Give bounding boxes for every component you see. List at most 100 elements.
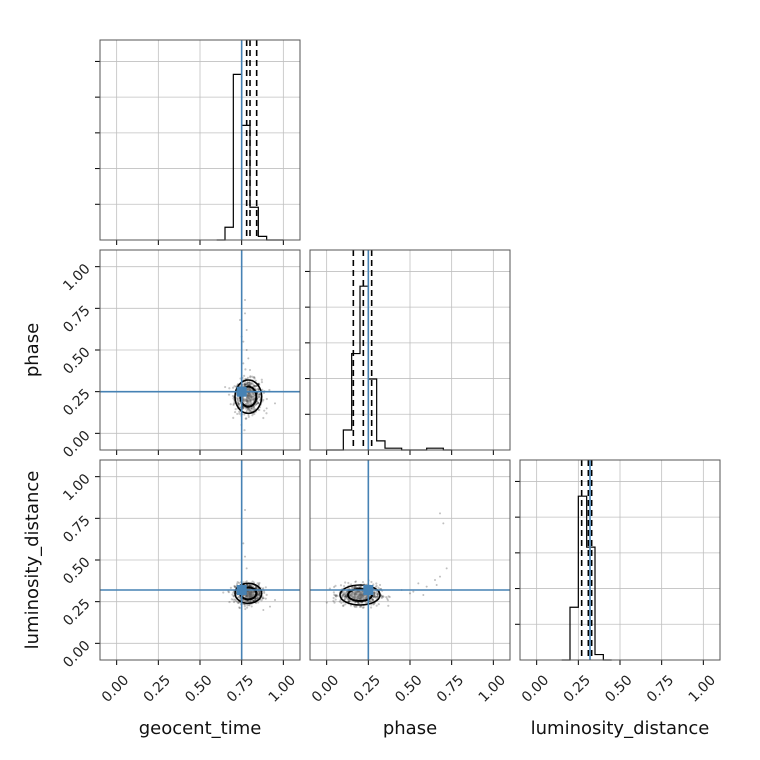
scatter-point <box>349 593 352 596</box>
scatter-point <box>245 595 248 598</box>
scatter-point <box>246 400 249 403</box>
scatter-point <box>361 595 364 598</box>
scatter-point <box>344 594 347 598</box>
scatter-point <box>248 396 251 399</box>
scatter-point <box>246 402 249 405</box>
scatter-point <box>246 394 249 397</box>
scatter-point <box>357 591 361 594</box>
scatter-point <box>377 603 380 606</box>
scatter-point <box>247 399 250 402</box>
scatter-point <box>250 406 253 409</box>
scatter-point <box>247 394 250 397</box>
truth-marker <box>236 585 247 595</box>
scatter-point <box>242 405 245 409</box>
scatter-point <box>263 409 266 412</box>
scatter-point <box>382 595 385 598</box>
scatter-point <box>231 593 234 596</box>
scatter-point <box>373 592 376 595</box>
scatter-point <box>248 381 251 385</box>
scatter-point <box>380 596 383 600</box>
scatter-point <box>355 591 358 594</box>
scatter-point <box>254 402 258 406</box>
scatter-point <box>375 584 378 588</box>
scatter-point <box>258 408 261 412</box>
scatter-point <box>252 590 255 594</box>
scatter-point <box>333 593 336 596</box>
scatter-point <box>422 594 425 596</box>
scatter-point <box>244 607 247 611</box>
scatter-point <box>359 596 362 599</box>
scatter-point <box>250 590 253 594</box>
scatter-point <box>247 595 250 598</box>
scatter-point <box>258 581 261 585</box>
scatter-point <box>360 596 363 600</box>
scatter-point <box>248 584 251 587</box>
scatter-point <box>248 393 251 396</box>
scatter-point <box>248 604 251 607</box>
scatter-point <box>256 393 260 396</box>
scatter-point <box>360 593 363 596</box>
scatter-point <box>354 597 357 600</box>
scatter-point <box>243 383 246 386</box>
scatter-point <box>248 592 251 595</box>
scatter-point <box>351 593 354 596</box>
scatter-point <box>244 383 247 387</box>
x-axis-label: phase <box>383 718 437 739</box>
scatter-point <box>363 596 366 599</box>
scatter-point <box>250 407 253 411</box>
scatter-point <box>375 592 379 595</box>
scatter-point <box>347 600 351 603</box>
scatter-point <box>360 595 363 598</box>
scatter-point <box>245 417 248 420</box>
scatter-point <box>247 398 250 401</box>
scatter-point <box>248 392 252 395</box>
scatter-point <box>268 388 271 392</box>
scatter-point <box>253 384 256 388</box>
scatter-point <box>333 585 336 589</box>
scatter-point <box>250 397 253 401</box>
scatter-point <box>246 398 249 401</box>
scatter-point <box>245 329 248 331</box>
scatter-point <box>359 596 362 599</box>
scatter-point <box>353 593 356 596</box>
scatter-point <box>232 594 235 597</box>
scatter-point <box>236 581 239 584</box>
scatter-point <box>248 395 251 398</box>
scatter-point <box>381 596 384 599</box>
scatter-point <box>357 597 361 600</box>
scatter-point <box>249 595 253 598</box>
scatter-point <box>249 393 252 397</box>
scatter-point <box>355 597 358 600</box>
scatter-point <box>345 591 349 594</box>
scatter-point <box>237 402 241 406</box>
scatter-point <box>245 349 248 351</box>
scatter-point <box>359 592 363 595</box>
scatter-point <box>256 597 259 600</box>
scatter-point <box>247 393 250 396</box>
scatter-point <box>355 591 358 594</box>
scatter-point <box>244 399 248 402</box>
scatter-point <box>442 522 445 525</box>
histogram-luminosity_distance <box>561 495 612 661</box>
scatter-point <box>261 388 264 391</box>
scatter-point <box>254 379 257 382</box>
scatter-point <box>353 596 357 599</box>
scatter-point <box>359 590 362 594</box>
scatter-point <box>227 590 230 593</box>
scatter-point <box>360 597 364 600</box>
scatter-point <box>257 583 261 586</box>
scatter-point <box>249 595 252 598</box>
scatter-point <box>358 591 361 594</box>
scatter-point <box>356 597 359 600</box>
scatter-point <box>248 595 251 598</box>
scatter-point <box>244 383 247 386</box>
scatter-point <box>373 594 376 597</box>
scatter-point <box>439 512 441 515</box>
scatter-point <box>258 392 261 396</box>
scatter-point <box>250 590 253 594</box>
scatter-point <box>343 597 347 600</box>
scatter-point <box>261 597 264 600</box>
scatter-point <box>373 591 376 594</box>
scatter-point <box>244 398 247 401</box>
scatter-point <box>249 595 252 598</box>
